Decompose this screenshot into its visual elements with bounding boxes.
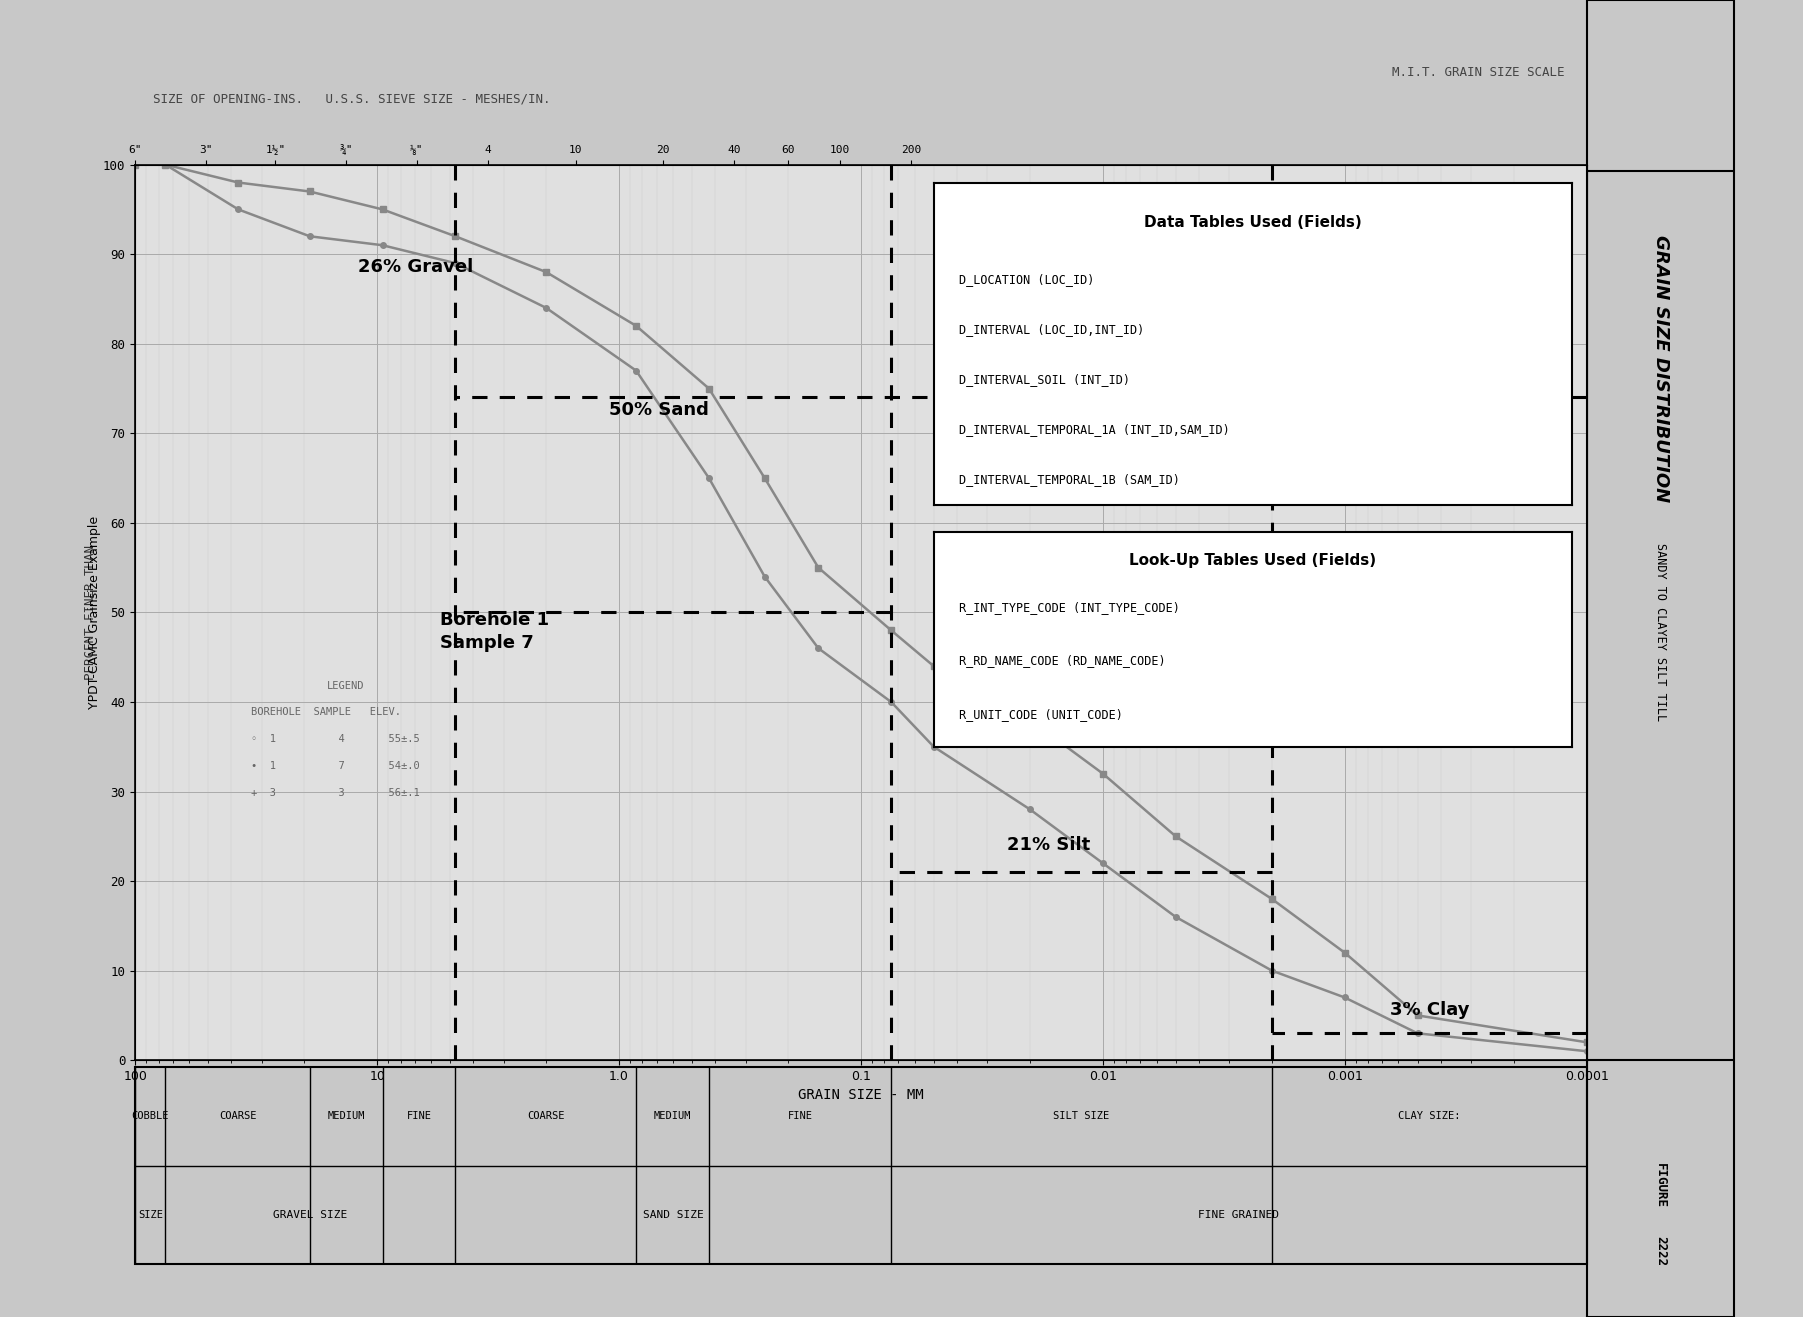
Text: CLAY SIZE:: CLAY SIZE: [1397, 1112, 1460, 1121]
Text: MEDIUM: MEDIUM [328, 1112, 364, 1121]
Text: ◦  1          4       55±.5: ◦ 1 4 55±.5 [251, 735, 420, 744]
Text: D_INTERVAL (LOC_ID,INT_ID): D_INTERVAL (LOC_ID,INT_ID) [959, 323, 1145, 336]
Text: Data Tables Used (Fields): Data Tables Used (Fields) [1143, 215, 1361, 229]
Text: BOREHOLE  SAMPLE   ELEV.: BOREHOLE SAMPLE ELEV. [251, 707, 402, 718]
X-axis label: GRAIN SIZE - MM: GRAIN SIZE - MM [799, 1088, 923, 1102]
Text: LEGEND: LEGEND [326, 681, 364, 690]
Text: 3% Clay: 3% Clay [1390, 1001, 1469, 1019]
Text: D_INTERVAL_TEMPORAL_1A (INT_ID,SAM_ID): D_INTERVAL_TEMPORAL_1A (INT_ID,SAM_ID) [959, 423, 1230, 436]
Text: MEDIUM: MEDIUM [654, 1112, 691, 1121]
Text: 21% Silt: 21% Silt [1006, 836, 1089, 853]
Text: SIZE: SIZE [137, 1210, 162, 1220]
Text: GRAIN SIZE DISTRIBUTION: GRAIN SIZE DISTRIBUTION [1652, 236, 1670, 502]
Text: SANDY TO CLAYEY SILT TILL: SANDY TO CLAYEY SILT TILL [1653, 543, 1668, 722]
Text: FIGURE: FIGURE [1653, 1163, 1668, 1208]
Text: SAND SIZE: SAND SIZE [644, 1210, 703, 1220]
Text: SIZE OF OPENING-INS.   U.S.S. SIEVE SIZE - MESHES/IN.: SIZE OF OPENING-INS. U.S.S. SIEVE SIZE -… [153, 92, 550, 105]
Text: Borehole 1
Sample 7: Borehole 1 Sample 7 [440, 611, 550, 652]
Text: Look-Up Tables Used (Fields): Look-Up Tables Used (Fields) [1129, 553, 1376, 569]
Text: D_LOCATION (LOC_ID): D_LOCATION (LOC_ID) [959, 273, 1094, 286]
Text: M.I.T. GRAIN SIZE SCALE: M.I.T. GRAIN SIZE SCALE [1392, 66, 1565, 79]
Text: COBBLE: COBBLE [132, 1112, 169, 1121]
Text: FINE: FINE [788, 1112, 813, 1121]
Text: COARSE: COARSE [218, 1112, 256, 1121]
Text: 2222: 2222 [1653, 1237, 1668, 1266]
Text: SILT SIZE: SILT SIZE [1053, 1112, 1109, 1121]
Text: FINE: FINE [406, 1112, 431, 1121]
Text: YPDT-CAMC Grainsize Example: YPDT-CAMC Grainsize Example [88, 516, 101, 709]
Text: COARSE: COARSE [526, 1112, 564, 1121]
Text: R_INT_TYPE_CODE (INT_TYPE_CODE): R_INT_TYPE_CODE (INT_TYPE_CODE) [959, 601, 1179, 614]
Y-axis label: PERCENT FINER THAN: PERCENT FINER THAN [85, 545, 97, 680]
Text: 26% Gravel: 26% Gravel [359, 258, 472, 277]
Text: 50% Sand: 50% Sand [609, 402, 709, 419]
Text: R_UNIT_CODE (UNIT_CODE): R_UNIT_CODE (UNIT_CODE) [959, 709, 1123, 720]
Text: D_INTERVAL_TEMPORAL_1B (SAM_ID): D_INTERVAL_TEMPORAL_1B (SAM_ID) [959, 473, 1179, 486]
Text: D_INTERVAL_SOIL (INT_ID): D_INTERVAL_SOIL (INT_ID) [959, 373, 1130, 386]
Text: GRAVEL SIZE: GRAVEL SIZE [274, 1210, 348, 1220]
Text: R_RD_NAME_CODE (RD_NAME_CODE): R_RD_NAME_CODE (RD_NAME_CODE) [959, 655, 1167, 668]
Text: FINE GRAINED: FINE GRAINED [1199, 1210, 1280, 1220]
Text: •  1          7       54±.0: • 1 7 54±.0 [251, 761, 420, 772]
Text: +  3          3       56±.1: + 3 3 56±.1 [251, 788, 420, 798]
